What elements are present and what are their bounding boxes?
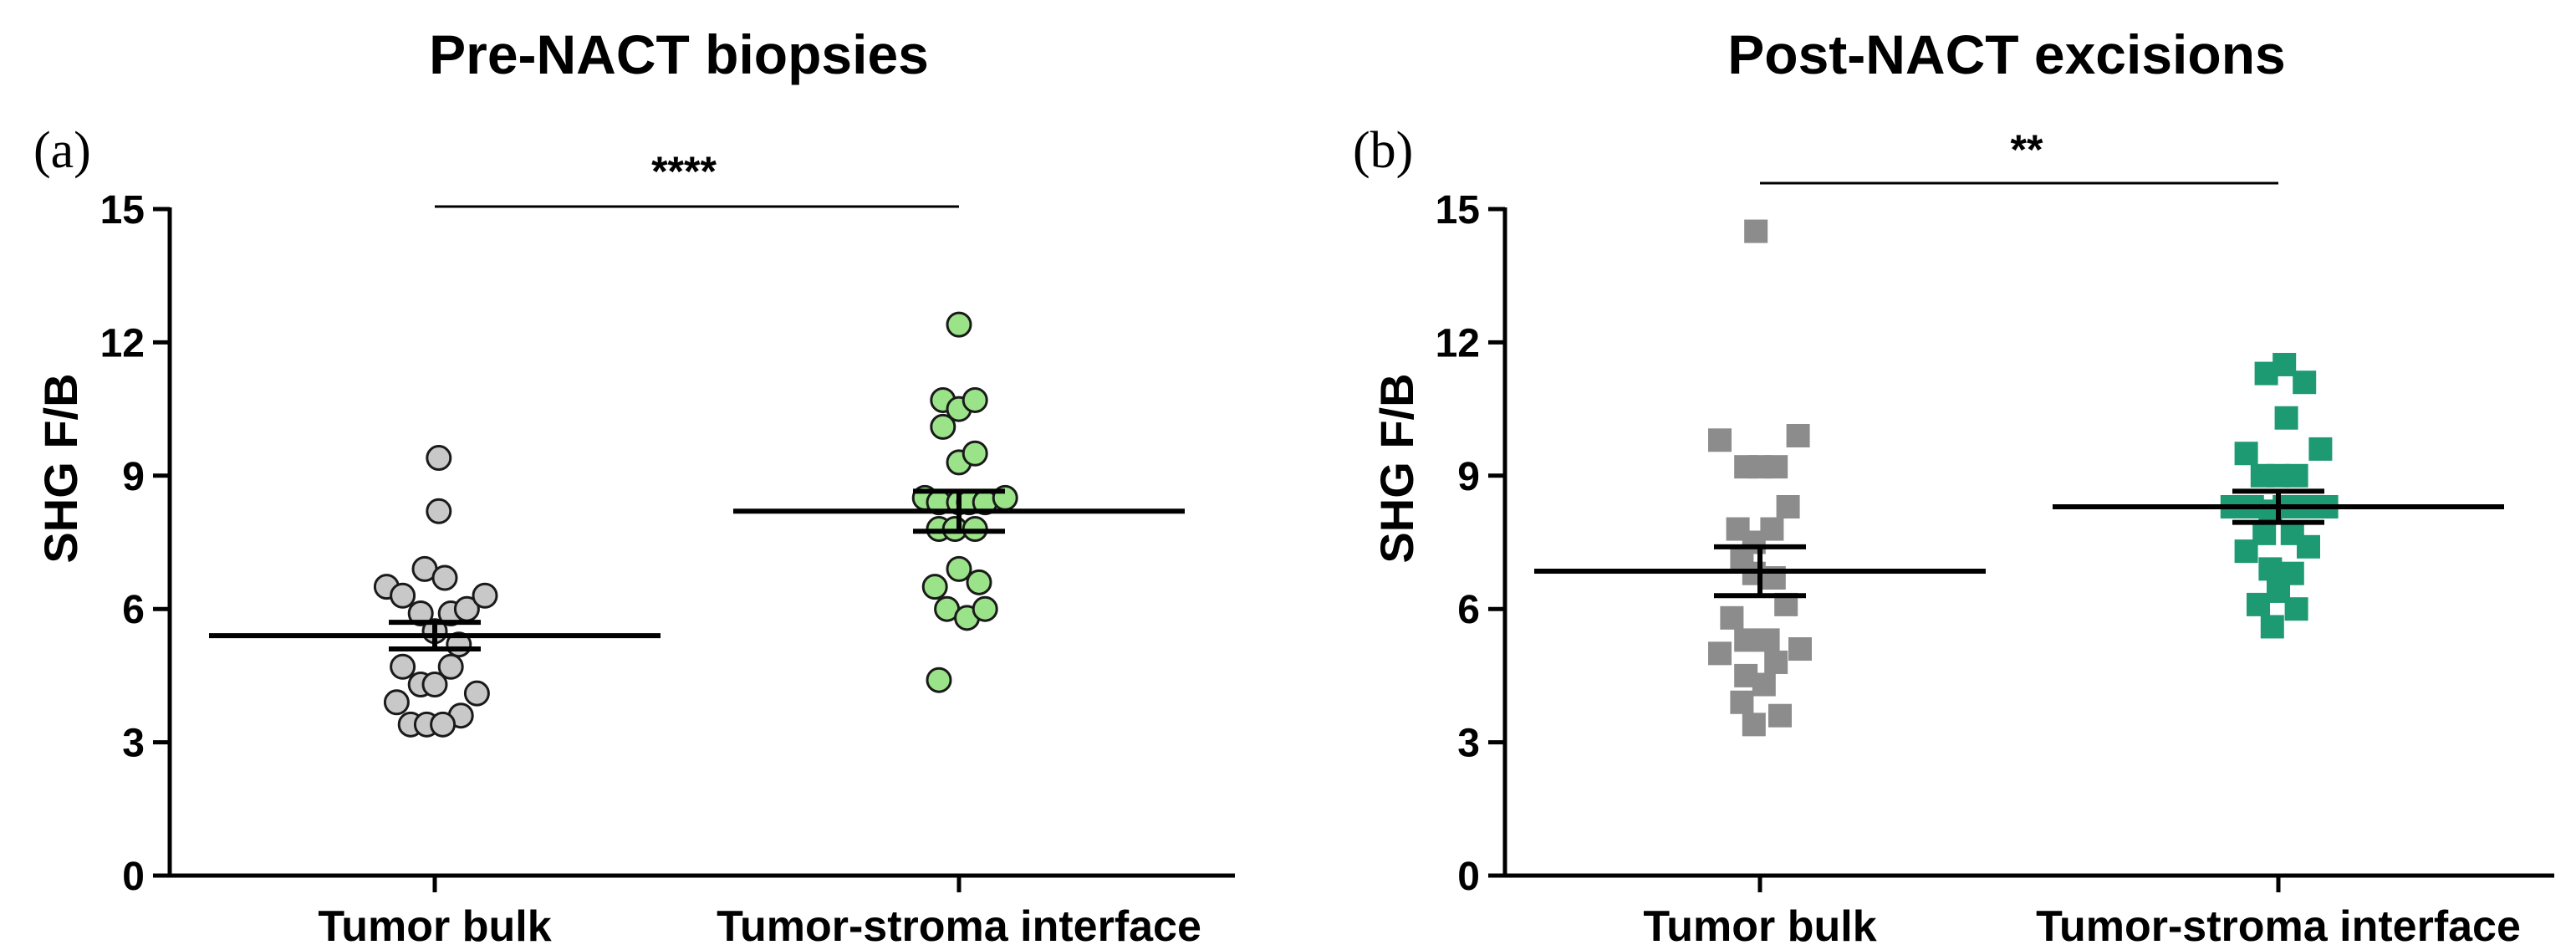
data-point: [1742, 713, 1766, 737]
data-point: [463, 680, 490, 707]
data-point: [1734, 628, 1758, 652]
x-category-label: Tumor-stroma interface: [2036, 902, 2521, 945]
x-category-label: Tumor bulk: [318, 902, 551, 945]
data-point: [921, 574, 948, 600]
data-point: [2284, 597, 2308, 621]
data-point: [1788, 637, 1812, 662]
data-point: [390, 582, 416, 609]
data-point: [2258, 557, 2283, 581]
data-point: [2247, 592, 2270, 616]
data-point: [437, 653, 464, 680]
chart-title: Post-NACT excisions: [1727, 23, 2285, 85]
y-tick-label: 0: [122, 855, 145, 899]
x-category-label: Tumor-stroma interface: [717, 902, 1201, 945]
y-tick-label: 9: [122, 455, 145, 499]
data-point: [2234, 539, 2258, 564]
data-point: [962, 386, 988, 413]
data-point: [2272, 352, 2297, 376]
data-point: [383, 689, 410, 716]
y-tick-label: 3: [1457, 722, 1480, 766]
data-point: [1730, 690, 1754, 714]
data-point: [2260, 615, 2284, 639]
data-point: [426, 498, 452, 524]
data-point: [2297, 534, 2320, 559]
data-point: [421, 672, 448, 698]
y-axis-label: SHG F/B: [1370, 373, 1423, 563]
chart-title: Pre-NACT biopsies: [429, 23, 929, 85]
x-category-label: Tumor bulk: [1643, 902, 1876, 945]
data-point: [407, 600, 434, 627]
y-tick-label: 9: [1457, 455, 1480, 499]
y-tick-label: 15: [100, 188, 145, 232]
data-point: [962, 440, 988, 467]
data-point: [431, 564, 458, 591]
data-point: [1786, 423, 1810, 447]
data-point: [1776, 494, 1800, 518]
panel-post-nact: Post-NACT excisions (b) SHG F/B ** 0 3 6 9 1…: [1353, 23, 2554, 945]
data-point: [1764, 650, 1788, 674]
significance-label: ****: [651, 148, 717, 195]
significance-label: **: [2011, 126, 2043, 173]
data-point: [1708, 428, 1732, 452]
panel-pre-nact: Pre-NACT biopsies (a) SHG F/B **** 0 3 6 9 1…: [33, 23, 1235, 945]
y-tick-label: 3: [122, 722, 145, 766]
data-point: [2293, 370, 2317, 395]
y-tick-label: 12: [100, 321, 145, 365]
data-point: [430, 711, 457, 738]
data-point: [1752, 672, 1776, 697]
data-point: [1768, 703, 1792, 728]
data-point: [1756, 628, 1780, 652]
data-point: [926, 667, 952, 693]
data-point: [472, 582, 498, 609]
data-point: [2284, 463, 2308, 488]
panel-label: (b): [1353, 122, 1413, 179]
y-tick-label: 0: [1457, 855, 1480, 899]
data-point: [972, 595, 998, 622]
data-point: [1720, 605, 1744, 630]
data-point: [1744, 219, 1768, 243]
data-point: [2274, 406, 2298, 430]
data-point: [2308, 437, 2333, 461]
data-point: [426, 445, 452, 472]
y-axis-label: SHG F/B: [34, 373, 87, 563]
data-point: [946, 555, 972, 582]
data-point: [1708, 641, 1732, 666]
y-tick-label: 6: [1457, 588, 1480, 632]
data-point: [2234, 442, 2258, 466]
data-point: [946, 311, 972, 338]
data-point: [390, 653, 416, 680]
data-point: [1764, 455, 1788, 479]
y-tick-label: 6: [122, 588, 145, 632]
y-tick-label: 12: [1436, 321, 1480, 365]
data-point: [966, 569, 992, 595]
data-point: [930, 413, 956, 440]
y-tick-label: 15: [1436, 188, 1480, 232]
panel-label: (a): [33, 122, 91, 179]
